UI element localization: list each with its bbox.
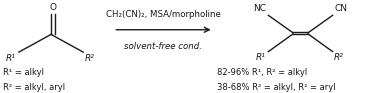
Text: R¹ = alkyl: R¹ = alkyl <box>3 68 44 77</box>
Text: R¹: R¹ <box>256 53 266 62</box>
Text: CN: CN <box>334 4 347 13</box>
Text: 82-96% R¹, R² = alkyl: 82-96% R¹, R² = alkyl <box>217 68 308 77</box>
Text: R²: R² <box>334 53 344 62</box>
Text: solvent-free cond.: solvent-free cond. <box>124 42 202 51</box>
Text: O: O <box>49 3 56 12</box>
Text: R² = alkyl, aryl: R² = alkyl, aryl <box>3 83 65 92</box>
Text: R¹: R¹ <box>6 54 16 63</box>
Text: R²: R² <box>85 54 95 63</box>
Text: CH₂(CN)₂, MSA/morpholine: CH₂(CN)₂, MSA/morpholine <box>106 10 221 19</box>
Text: 38-68% R² = alkyl, R² = aryl: 38-68% R² = alkyl, R² = aryl <box>217 83 336 92</box>
Text: NC: NC <box>253 4 266 13</box>
